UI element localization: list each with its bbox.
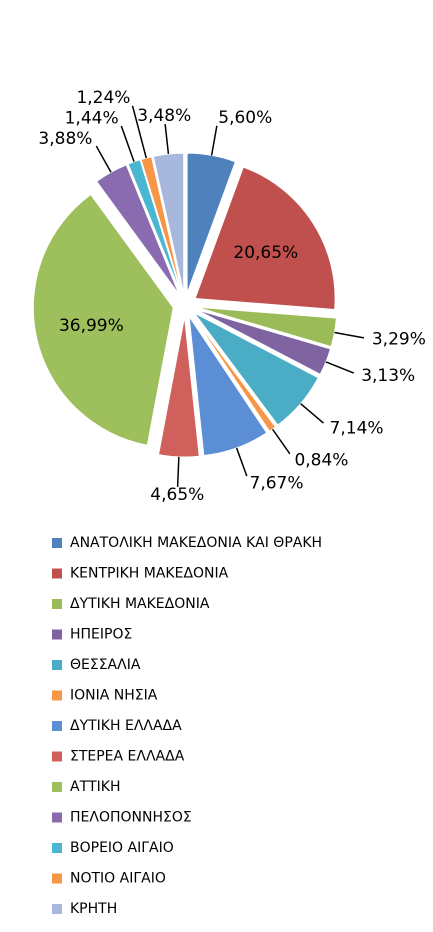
legend-label: ΚΡΗΤΗ	[70, 901, 117, 917]
leader-line	[300, 403, 324, 424]
legend-swatch	[52, 568, 62, 579]
legend-label: ΙΟΝΙΑ ΝΗΣΙΑ	[70, 688, 158, 704]
pie-slice	[95, 164, 180, 295]
data-label: 3,29%	[372, 329, 426, 349]
legend-swatch	[52, 812, 62, 823]
data-label: 1,44%	[65, 108, 119, 128]
legend-label: ΗΠΕΙΡΟΣ	[70, 627, 132, 643]
leader-line	[210, 125, 218, 156]
data-label: 0,84%	[294, 450, 348, 470]
leader-line	[325, 361, 355, 374]
leader-line	[95, 145, 112, 173]
pie-slice	[195, 309, 332, 376]
data-label: 7,14%	[330, 418, 384, 438]
legend-label: ΣΤΕΡΕΑ ΕΛΛΑΔΑ	[70, 749, 185, 765]
pie-slice	[152, 152, 185, 294]
legend-swatch	[52, 843, 62, 853]
legend-label: ΚΕΝΤΡΙΚΗ ΜΑΚΕΔΟΝΙΑ	[70, 566, 229, 582]
pie-slice	[188, 316, 268, 457]
data-label: 3,13%	[361, 366, 415, 386]
data-label: 7,67%	[250, 474, 304, 494]
legend-label: ΝΟΤΙΟ ΑΙΓΑΙΟ	[70, 871, 166, 887]
leader-line	[271, 428, 291, 455]
data-label: 5,60%	[218, 108, 272, 128]
pie-slice	[157, 316, 200, 458]
legend-label: ΑΤΤΙΚΗ	[70, 779, 121, 795]
legend-swatch	[52, 629, 62, 640]
legend-swatch	[52, 599, 62, 609]
data-label: 3,48%	[137, 106, 191, 126]
legend-swatch	[52, 782, 62, 792]
legend-label: ΔΥΤΙΚΗ ΜΑΚΕΔΟΝΙΑ	[70, 596, 210, 612]
legend-label: ΑΝΑΤΟΛΙΚΗ ΜΑΚΕΔΟΝΙΑ ΚΑΙ ΘΡΑΚΗ	[70, 535, 322, 551]
legend-label: ΠΕΛΟΠΟΝΝΗΣΟΣ	[70, 810, 192, 826]
leader-line	[120, 125, 135, 163]
leader-line	[334, 331, 365, 339]
legend-label: ΘΕΣΣΑΛΙΑ	[70, 657, 141, 673]
data-label: 4,65%	[150, 485, 204, 505]
data-label: 20,65%	[233, 243, 298, 263]
pie-slice	[186, 152, 236, 294]
pie-slice	[193, 312, 319, 426]
data-label: 36,99%	[59, 316, 124, 336]
data-label: 1,24%	[76, 88, 130, 108]
leader-line	[176, 456, 180, 487]
pie-slice	[32, 193, 174, 446]
pie-slice	[194, 166, 336, 311]
legend-label: ΔΥΤΙΚΗ ΕΛΛΑΔΑ	[70, 718, 182, 734]
legend-swatch	[52, 721, 62, 731]
legend-label: ΒΟΡΕΙΟ ΑΙΓΑΙΟ	[70, 840, 174, 856]
leader-line	[131, 105, 148, 159]
legend-swatch	[52, 538, 62, 548]
data-label: 3,88%	[38, 129, 92, 149]
pie-slice	[196, 306, 337, 348]
legend-swatch	[52, 904, 62, 914]
legend-swatch	[52, 690, 62, 701]
leader-line	[164, 124, 170, 154]
leader-line	[235, 447, 248, 477]
legend-swatch	[52, 751, 62, 762]
legend-swatch	[52, 660, 62, 670]
legend-swatch	[52, 873, 62, 884]
